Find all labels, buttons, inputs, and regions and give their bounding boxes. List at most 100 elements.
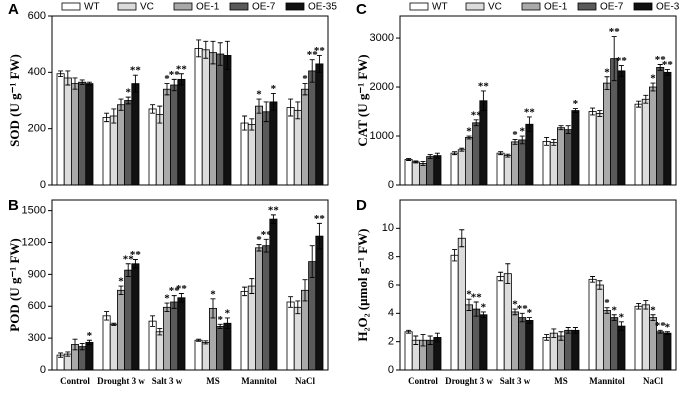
error-bar <box>150 315 156 327</box>
significance: ** <box>176 63 188 75</box>
bar <box>262 111 271 186</box>
bar <box>155 114 164 186</box>
significance: * <box>466 289 472 301</box>
error-bar <box>512 138 518 145</box>
error-bar <box>480 90 486 111</box>
y-tick-label: 600 <box>28 10 46 22</box>
legend-swatch <box>465 2 485 11</box>
error-bar <box>611 36 617 82</box>
error-bar <box>171 295 177 309</box>
bar <box>262 245 271 371</box>
bar <box>117 289 126 371</box>
error-bar <box>519 312 525 323</box>
error-bar <box>473 301 479 317</box>
significance: * <box>466 126 472 138</box>
error-bar <box>636 100 642 108</box>
error-bar <box>618 65 624 77</box>
error-bar <box>270 93 276 111</box>
bar <box>557 335 566 371</box>
significance: ** <box>130 65 142 77</box>
x-tick-label: Control <box>408 376 438 386</box>
error-bar <box>473 119 479 127</box>
legend-swatch <box>633 2 653 11</box>
error-bar <box>558 331 564 341</box>
significance: * <box>271 83 277 95</box>
bar <box>610 317 619 371</box>
error-bar <box>157 328 163 336</box>
legend-label: WT <box>84 2 100 13</box>
error-bar <box>217 42 223 66</box>
y-tick-label: 0 <box>40 364 46 376</box>
error-bar <box>316 222 322 250</box>
bar <box>663 71 672 186</box>
significance: * <box>619 311 625 323</box>
bar <box>503 155 512 186</box>
significance: ** <box>314 213 326 225</box>
error-bar <box>413 160 419 164</box>
bar <box>564 129 573 186</box>
error-bar <box>434 332 440 343</box>
error-bar <box>210 40 216 65</box>
error-bar <box>125 96 131 105</box>
legend-swatch <box>61 2 81 11</box>
error-bar <box>249 278 255 294</box>
legend-swatch <box>173 2 193 11</box>
y-tick-label: 200 <box>28 123 46 135</box>
error-bar <box>406 329 412 334</box>
error-bar <box>519 135 525 145</box>
bar <box>595 113 604 186</box>
bar <box>177 297 186 371</box>
error-bar <box>270 214 276 224</box>
significance: * <box>665 321 671 333</box>
bar <box>247 124 256 186</box>
bar <box>300 289 309 371</box>
bar <box>457 237 466 371</box>
error-bar <box>256 244 262 252</box>
significance: ** <box>517 303 529 315</box>
bar <box>411 161 420 186</box>
bar <box>571 329 580 371</box>
y-tick-label: 0 <box>388 364 394 376</box>
error-bar <box>58 70 64 78</box>
bar <box>194 339 203 371</box>
bar <box>464 304 473 371</box>
error-bar <box>132 74 138 93</box>
error-bar <box>459 229 465 248</box>
bar <box>201 49 210 186</box>
bar <box>254 247 263 371</box>
error-bar <box>65 70 71 86</box>
y-tick-label: 4 <box>388 307 394 319</box>
significance: * <box>225 307 231 319</box>
significance: * <box>611 304 617 316</box>
bar <box>641 98 650 186</box>
significance: * <box>512 129 518 141</box>
error-bar <box>590 107 596 116</box>
bar <box>208 52 217 186</box>
error-bar <box>104 112 110 123</box>
error-bar <box>72 338 78 351</box>
significance: ** <box>471 109 483 121</box>
bar <box>656 67 665 186</box>
error-bar <box>86 81 92 86</box>
bar <box>102 117 111 186</box>
legend-label: OE-7 <box>600 2 624 13</box>
significance: * <box>512 299 518 311</box>
bar <box>170 84 179 186</box>
bar <box>472 308 481 371</box>
error-bar <box>164 83 170 96</box>
y-tick-label: 0 <box>40 179 46 191</box>
error-bar <box>565 125 571 135</box>
error-bar <box>643 300 649 310</box>
bar <box>148 320 157 371</box>
error-bar <box>79 79 85 85</box>
legend-label: OE-1 <box>196 2 220 13</box>
bar <box>131 263 140 371</box>
error-bar <box>178 293 184 303</box>
error-bar <box>196 338 202 342</box>
error-bar <box>295 101 301 120</box>
bar <box>525 123 534 186</box>
significance: ** <box>130 249 142 261</box>
bar <box>293 109 302 186</box>
bar <box>155 331 164 371</box>
bar <box>656 331 665 371</box>
